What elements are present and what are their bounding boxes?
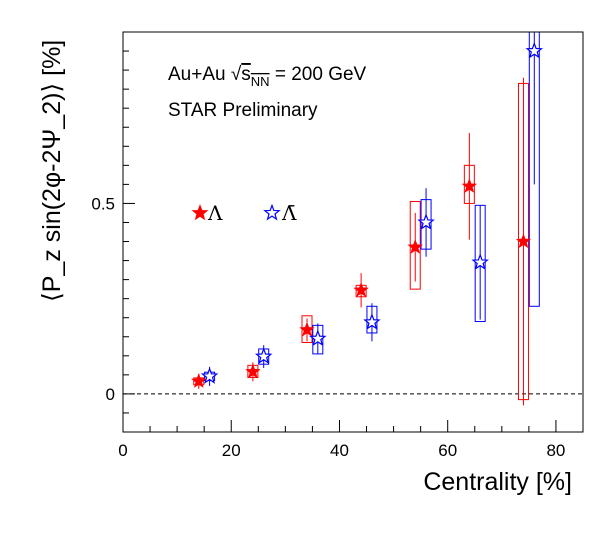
x-tick-label: 0 [118, 441, 127, 460]
x-tick-label: 80 [546, 441, 565, 460]
legend: Λ Λ̄ [191, 201, 297, 225]
systematic-box [528, 32, 540, 307]
x-tick-label: 40 [330, 441, 349, 460]
lambda-point [299, 321, 315, 337]
y-axis-title: ⟨P_z sin(2φ-2Ψ_2)⟩ [%] [38, 40, 66, 302]
x-tick-label: 20 [222, 441, 241, 460]
antilambda-point [363, 313, 381, 330]
y-tick-label: 0.5 [91, 194, 115, 213]
antilambda-point [417, 213, 435, 230]
plot-frame [122, 31, 584, 433]
x-axis-title: Centrality [%] [423, 468, 572, 496]
antilambda-point [200, 367, 219, 384]
collision-system-label: Au+Au √sNN = 200 GeV [168, 64, 367, 89]
systematic-boxes [193, 32, 540, 401]
lambda-point [245, 363, 261, 379]
y-axis-ticks: 00.5 [91, 50, 135, 433]
legend-lambda-label: Λ [207, 201, 223, 225]
lambda-point [353, 282, 369, 297]
antilambda-point [309, 329, 327, 347]
legend-antilambda-label: Λ̄ [281, 201, 297, 225]
antilambda-point [254, 347, 273, 365]
x-axis-ticks: 0 20 40 60 80 [118, 420, 584, 460]
error-bars [198, 32, 535, 406]
legend-lambda-star-icon [191, 204, 209, 221]
y-tick-label: 0 [106, 385, 115, 404]
x-tick-label: 60 [438, 441, 457, 460]
lambda-point [515, 233, 532, 249]
lambda-point [407, 239, 424, 254]
antilambda-point [525, 41, 544, 59]
antilambda-point [471, 253, 489, 270]
preliminary-label: STAR Preliminary [168, 100, 318, 121]
data-markers [190, 41, 544, 388]
legend-antilambda-star-icon [263, 203, 281, 221]
lambda-point [461, 178, 478, 193]
lambda-point [190, 373, 207, 388]
